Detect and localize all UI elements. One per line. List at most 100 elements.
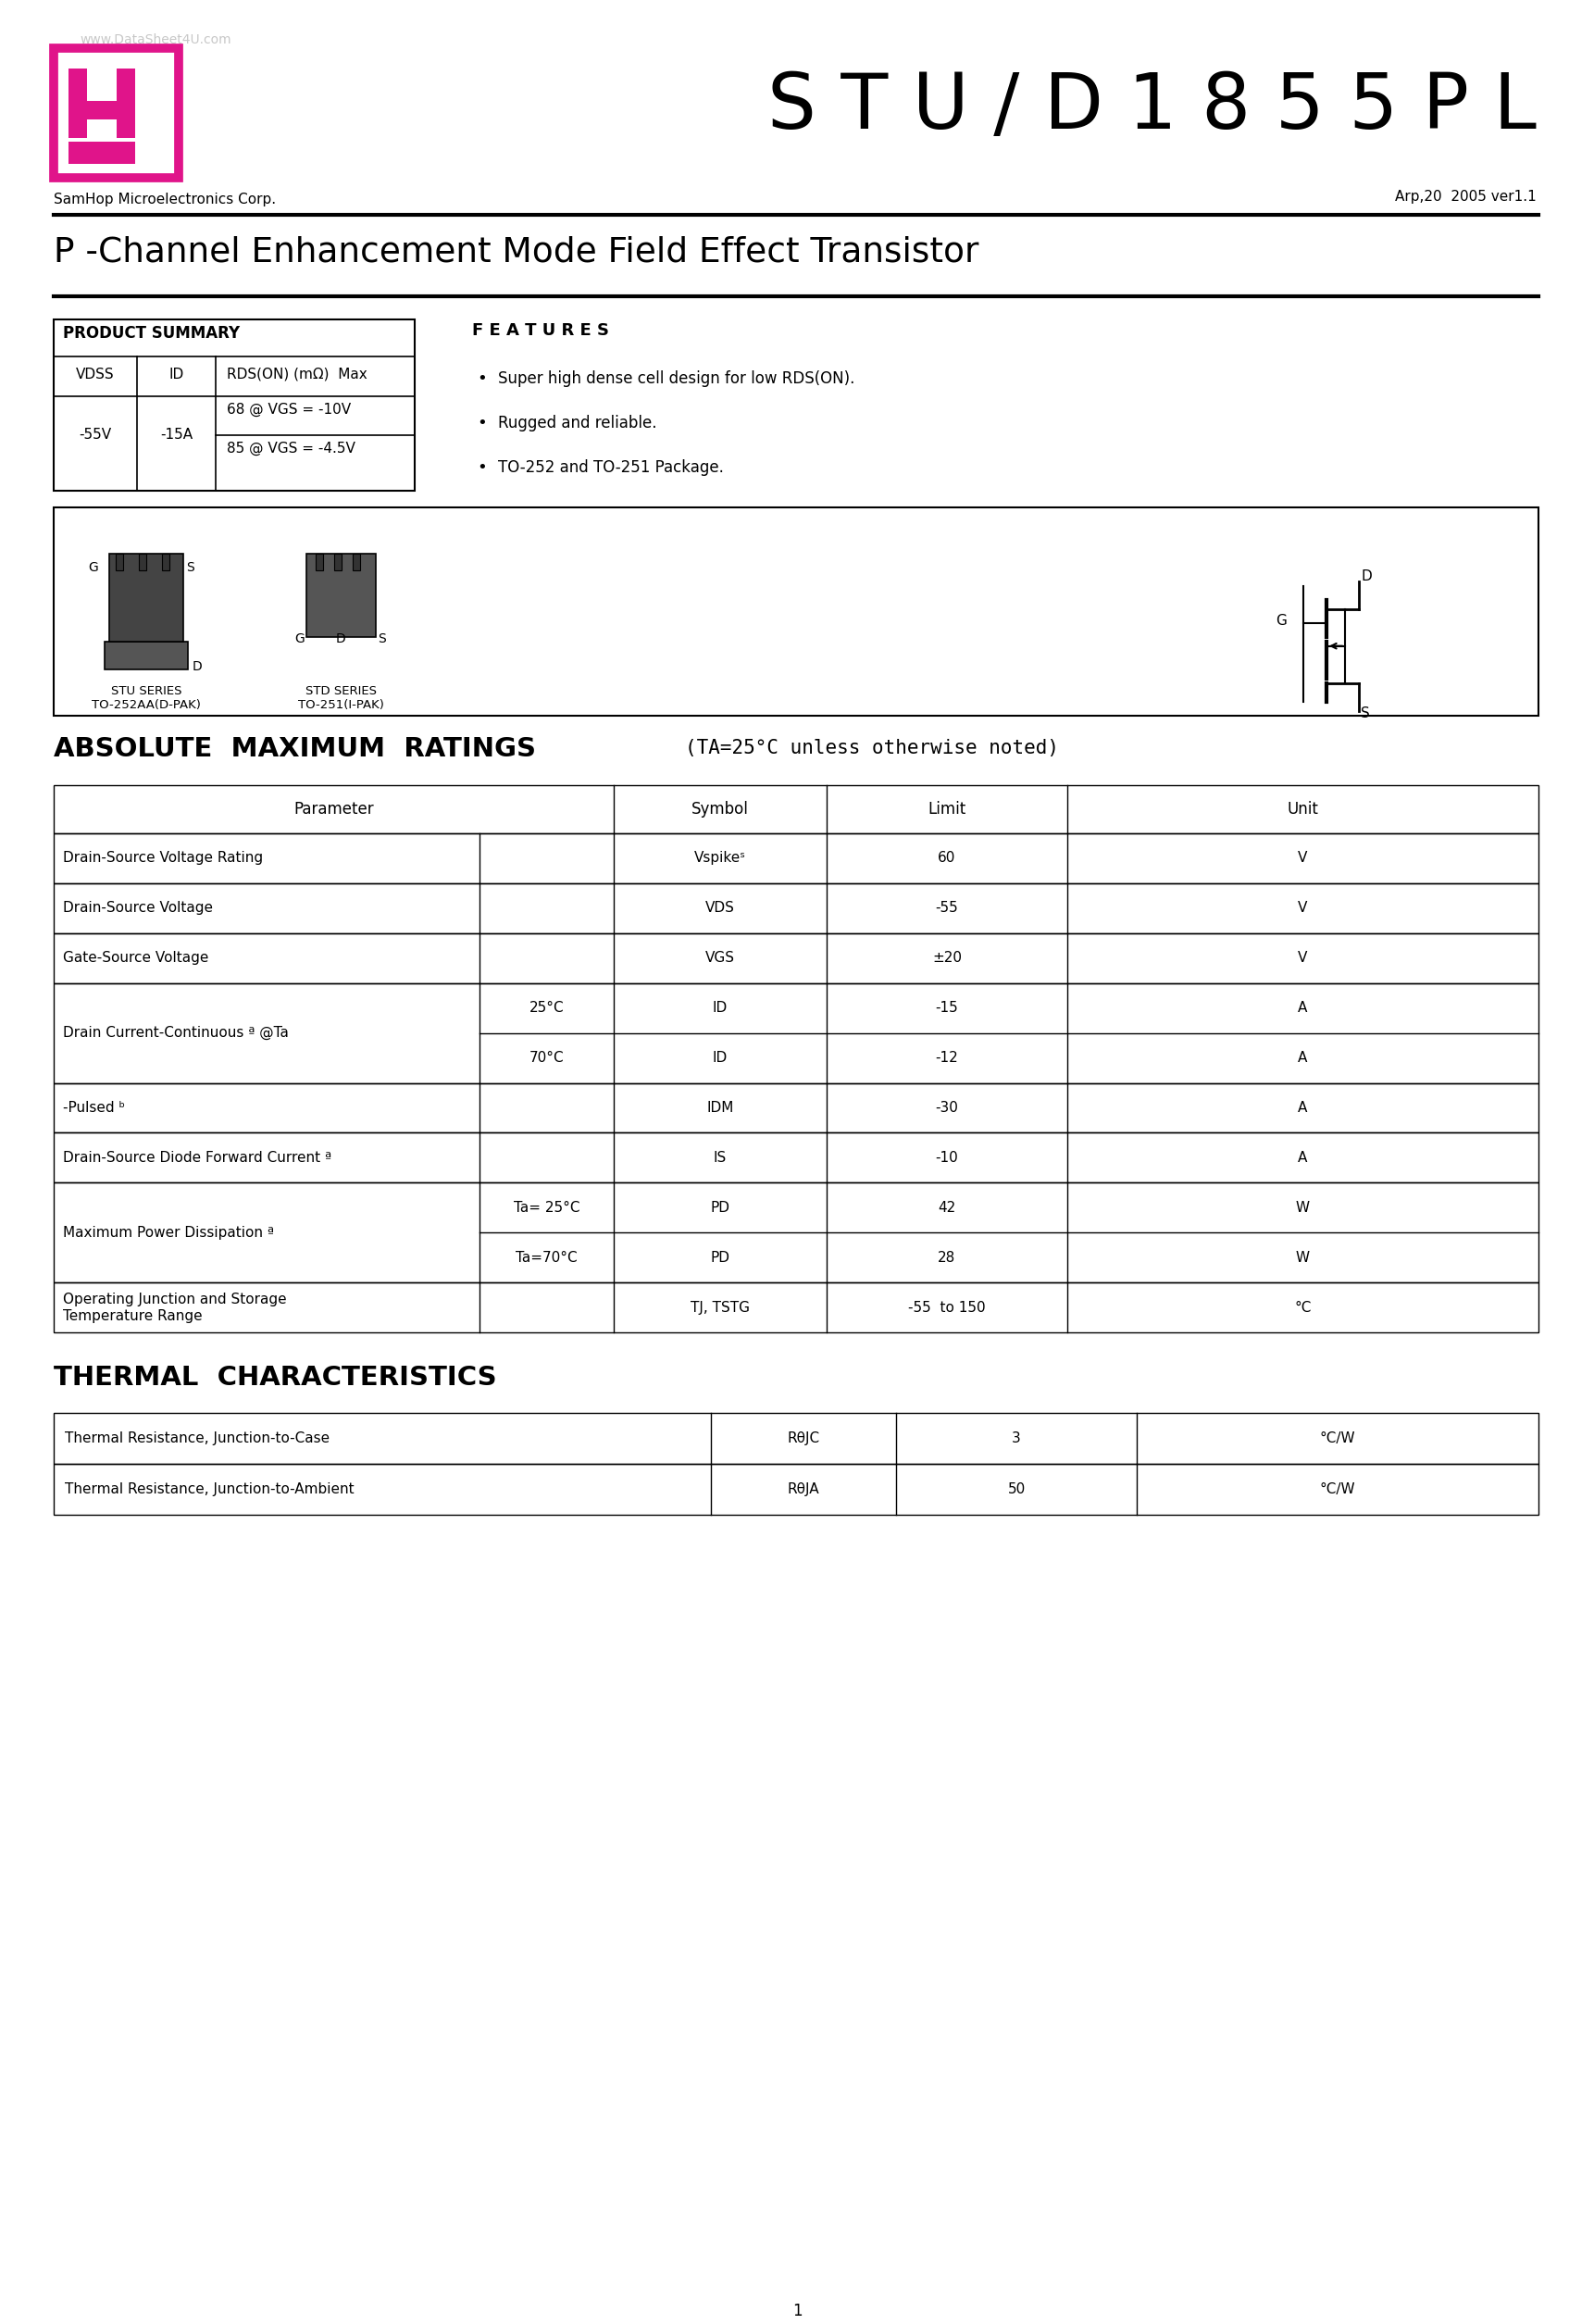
Text: G: G <box>88 560 97 574</box>
Text: •: • <box>477 370 486 386</box>
Text: ID: ID <box>713 1002 728 1016</box>
Text: 1: 1 <box>792 2303 802 2319</box>
Text: TJ, TSTG: TJ, TSTG <box>690 1301 749 1315</box>
Text: Operating Junction and Storage
Temperature Range: Operating Junction and Storage Temperatu… <box>62 1292 287 1322</box>
Bar <box>54 1464 1538 1515</box>
Text: THERMAL  CHARACTERISTICS: THERMAL CHARACTERISTICS <box>54 1364 497 1392</box>
Text: Ta= 25°C: Ta= 25°C <box>513 1202 580 1215</box>
Text: D: D <box>193 660 202 674</box>
Text: °C: °C <box>1294 1301 1312 1315</box>
Text: www.DataSheet4U.com: www.DataSheet4U.com <box>80 33 231 46</box>
Text: F E A T U R E S: F E A T U R E S <box>472 323 609 339</box>
Bar <box>54 983 1538 1083</box>
Text: Drain-Source Diode Forward Current ª: Drain-Source Diode Forward Current ª <box>62 1150 332 1164</box>
Text: VGS: VGS <box>706 951 735 964</box>
Text: V: V <box>1298 851 1307 865</box>
Text: V: V <box>1298 902 1307 916</box>
Text: D: D <box>1361 569 1371 583</box>
Text: G: G <box>295 632 304 646</box>
Text: Rugged and reliable.: Rugged and reliable. <box>497 414 657 432</box>
Text: 68 @ VGS = -10V: 68 @ VGS = -10V <box>226 402 351 416</box>
Text: STD SERIES
TO-251(I-PAK): STD SERIES TO-251(I-PAK) <box>298 686 384 711</box>
Text: RθJA: RθJA <box>787 1483 819 1497</box>
Text: Symbol: Symbol <box>692 799 749 818</box>
Text: A: A <box>1298 1150 1307 1164</box>
Text: Thermal Resistance, Junction-to-Ambient: Thermal Resistance, Junction-to-Ambient <box>65 1483 354 1497</box>
Text: IDM: IDM <box>706 1102 733 1116</box>
Text: W: W <box>1296 1250 1310 1264</box>
Text: IS: IS <box>714 1150 727 1164</box>
Text: S: S <box>186 560 194 574</box>
Text: 85 @ VGS = -4.5V: 85 @ VGS = -4.5V <box>226 442 355 456</box>
Bar <box>54 832 1538 883</box>
Text: Thermal Resistance, Junction-to-Case: Thermal Resistance, Junction-to-Case <box>65 1432 330 1446</box>
Text: Drain Current-Continuous ª @Ta: Drain Current-Continuous ª @Ta <box>62 1025 289 1039</box>
Text: (TA=25°C unless otherwise noted): (TA=25°C unless otherwise noted) <box>685 739 1058 758</box>
Text: •: • <box>477 414 486 432</box>
Text: -55V: -55V <box>80 428 112 442</box>
Text: ID: ID <box>713 1050 728 1064</box>
Bar <box>69 100 135 119</box>
Text: A: A <box>1298 1002 1307 1016</box>
Text: Gate-Source Voltage: Gate-Source Voltage <box>62 951 209 964</box>
Bar <box>54 507 1538 716</box>
Text: RDS(ON) (mΩ)  Max: RDS(ON) (mΩ) Max <box>226 367 367 381</box>
Bar <box>54 786 1538 832</box>
Text: °C/W: °C/W <box>1320 1483 1355 1497</box>
Text: Maximum Power Dissipation ª: Maximum Power Dissipation ª <box>62 1225 274 1239</box>
Text: TO-252 and TO-251 Package.: TO-252 and TO-251 Package. <box>497 460 724 476</box>
Bar <box>352 553 360 569</box>
Bar <box>110 553 183 641</box>
Bar <box>69 142 135 163</box>
Text: D: D <box>336 632 346 646</box>
Bar <box>335 553 341 569</box>
Text: °C/W: °C/W <box>1320 1432 1355 1446</box>
Text: V: V <box>1298 951 1307 964</box>
Text: Drain-Source Voltage: Drain-Source Voltage <box>62 902 214 916</box>
Bar <box>105 641 188 669</box>
Text: ±20: ±20 <box>932 951 961 964</box>
Text: 50: 50 <box>1007 1483 1025 1497</box>
Bar <box>54 49 179 177</box>
Text: -55  to 150: -55 to 150 <box>909 1301 985 1315</box>
Bar <box>163 553 169 569</box>
Text: VDSS: VDSS <box>77 367 115 381</box>
Text: •: • <box>477 460 486 476</box>
Text: 42: 42 <box>937 1202 956 1215</box>
Text: Unit: Unit <box>1288 799 1318 818</box>
Bar <box>306 553 376 637</box>
Text: -15: -15 <box>936 1002 958 1016</box>
Bar <box>54 932 1538 983</box>
Bar <box>139 553 147 569</box>
Text: VDS: VDS <box>706 902 735 916</box>
Text: G: G <box>1275 614 1286 627</box>
Text: Ta=70°C: Ta=70°C <box>516 1250 577 1264</box>
Text: -12: -12 <box>936 1050 958 1064</box>
Bar <box>54 318 414 490</box>
Text: -Pulsed ᵇ: -Pulsed ᵇ <box>62 1102 124 1116</box>
Text: Limit: Limit <box>928 799 966 818</box>
Text: SamHop Microelectronics Corp.: SamHop Microelectronics Corp. <box>54 193 276 207</box>
Bar <box>116 67 135 137</box>
Text: Arp,20  2005 ver1.1: Arp,20 2005 ver1.1 <box>1395 191 1537 205</box>
Bar <box>116 553 123 569</box>
Text: Super high dense cell design for low RDS(ON).: Super high dense cell design for low RDS… <box>497 370 854 386</box>
Text: PRODUCT SUMMARY: PRODUCT SUMMARY <box>62 325 239 342</box>
Bar <box>54 1283 1538 1332</box>
Text: S: S <box>1361 706 1369 720</box>
Text: S: S <box>378 632 386 646</box>
Bar <box>316 553 324 569</box>
Text: Parameter: Parameter <box>293 799 375 818</box>
Text: -10: -10 <box>936 1150 958 1164</box>
Text: A: A <box>1298 1102 1307 1116</box>
Text: -55: -55 <box>936 902 958 916</box>
Text: A: A <box>1298 1050 1307 1064</box>
Text: -30: -30 <box>936 1102 958 1116</box>
Text: Drain-Source Voltage Rating: Drain-Source Voltage Rating <box>62 851 263 865</box>
Text: PD: PD <box>711 1250 730 1264</box>
Bar <box>54 1083 1538 1132</box>
Text: STU SERIES
TO-252AA(D-PAK): STU SERIES TO-252AA(D-PAK) <box>92 686 201 711</box>
Text: P -Channel Enhancement Mode Field Effect Transistor: P -Channel Enhancement Mode Field Effect… <box>54 237 979 270</box>
Text: S T U / D 1 8 5 5 P L: S T U / D 1 8 5 5 P L <box>767 70 1537 144</box>
Bar <box>54 1413 1538 1464</box>
